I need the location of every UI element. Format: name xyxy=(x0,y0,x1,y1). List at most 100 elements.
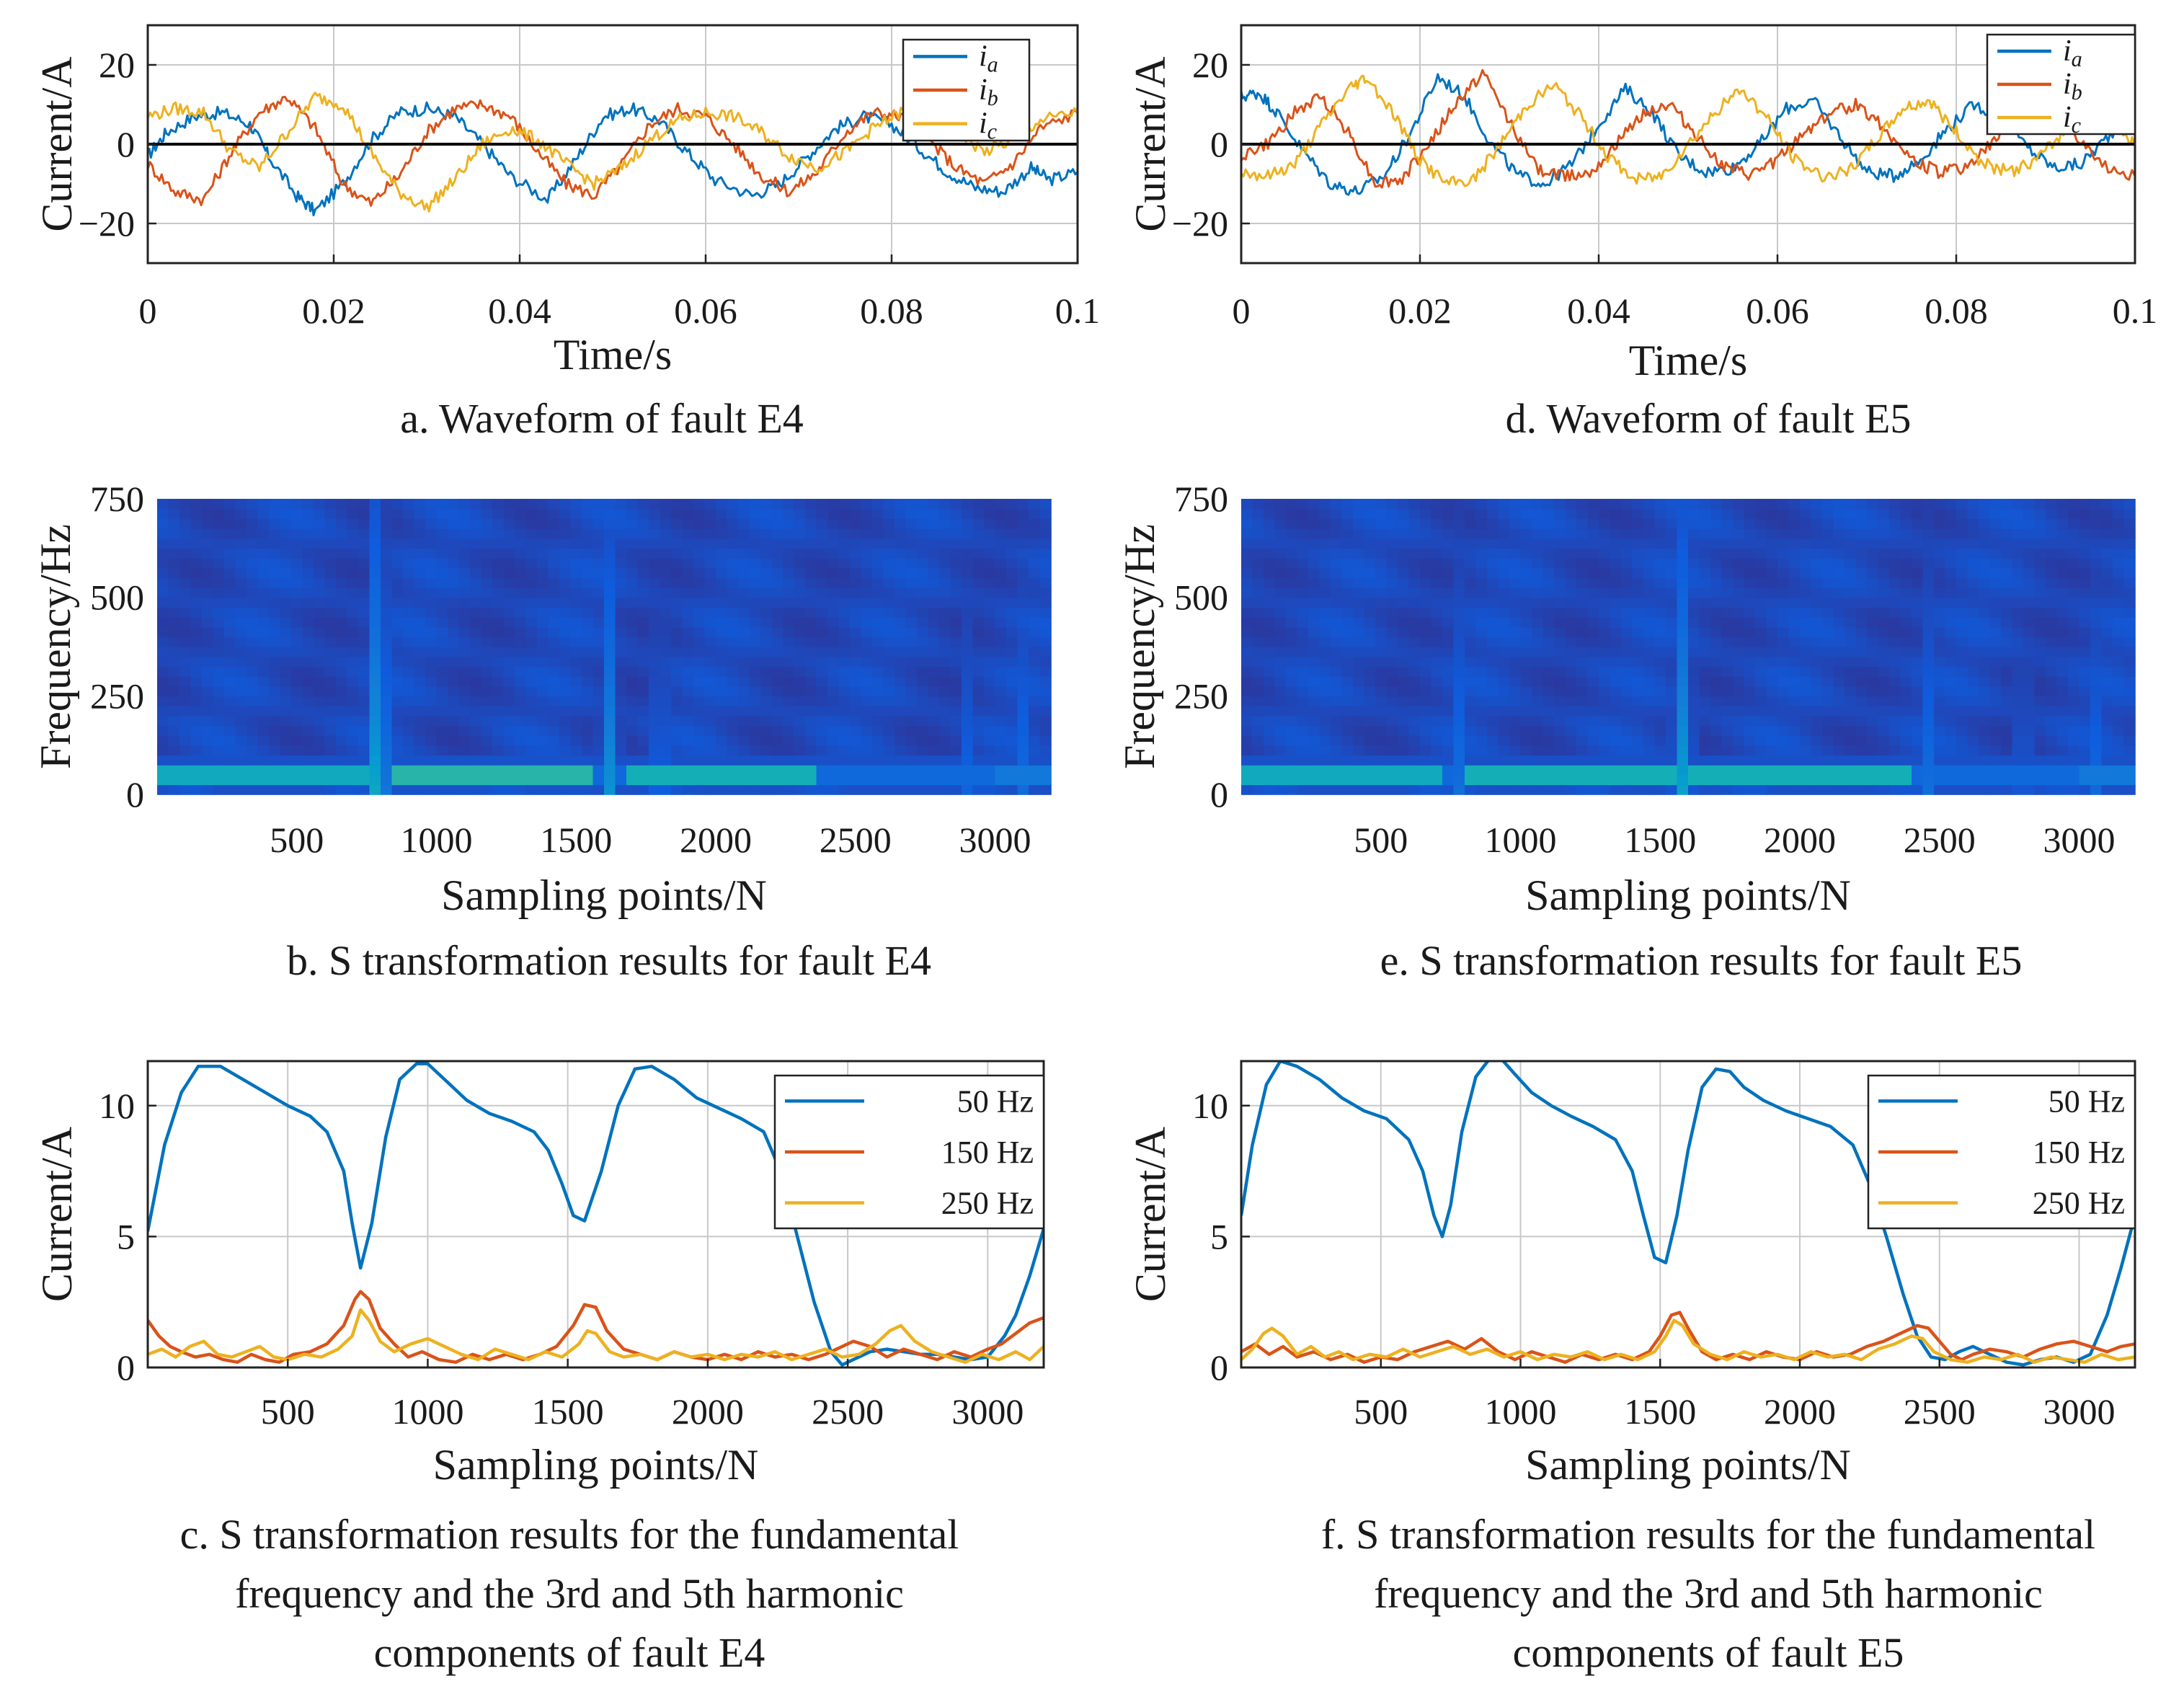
y-tick-label: 0 xyxy=(126,774,144,815)
x-tick-label: 500 xyxy=(270,820,324,860)
x-tick-label: 2500 xyxy=(1904,1391,1976,1432)
chart-d: 0 0.02 0.04 0.06 0.08 0.1 −20 0 20 Time/s Current/… xyxy=(1127,24,2158,442)
legend-label: ia xyxy=(2063,35,2082,71)
legend-label: 50 Hz xyxy=(2048,1083,2125,1119)
x-axis-label: Sampling points/N xyxy=(1525,872,1851,919)
y-tick-label: 0 xyxy=(1210,1347,1228,1388)
chart-b: 500 1000 1500 2000 2500 3000 0 250 500 750 Samplin… xyxy=(32,479,1052,984)
x-tick-label: 500 xyxy=(1354,1391,1408,1432)
chart-a: 0 0.02 0.04 0.06 0.08 0.1 −20 0 20 Time/s Current/… xyxy=(33,24,1101,442)
heatmap-cells xyxy=(157,499,1052,795)
x-axis-label: Sampling points/N xyxy=(1525,1441,1851,1489)
y-tick-label: 20 xyxy=(1192,45,1228,85)
y-tick-label: 0 xyxy=(1210,124,1228,164)
y-axis-label: Frequency/Hz xyxy=(1116,524,1163,769)
figure-caption: b. S transformation results for fault E4 xyxy=(287,937,931,984)
x-tick-label: 0.1 xyxy=(2113,291,2158,331)
y-axis-label: Frequency/Hz xyxy=(32,524,79,769)
x-tick-label: 2000 xyxy=(1764,820,1836,860)
y-tick-label: 5 xyxy=(117,1216,135,1256)
x-tick-label: 1500 xyxy=(532,1391,604,1432)
x-tick-label: 2000 xyxy=(1764,1391,1836,1432)
series-line-250-hz xyxy=(148,1308,1044,1364)
figure-caption: d. Waveform of fault E5 xyxy=(1506,395,1912,442)
y-tick-label: 10 xyxy=(99,1086,135,1126)
x-tick-label: 1500 xyxy=(540,820,612,860)
x-tick-label: 3000 xyxy=(951,1391,1024,1432)
legend-label: 50 Hz xyxy=(957,1083,1034,1119)
x-axis-label: Time/s xyxy=(554,331,672,378)
figure-caption: a. Waveform of fault E4 xyxy=(400,395,804,442)
heatmap-cells xyxy=(1241,499,2136,795)
x-axis-label: Sampling points/N xyxy=(441,872,767,919)
y-axis-label: Current/A xyxy=(33,1127,81,1302)
x-tick-label: 0.06 xyxy=(674,291,737,331)
x-tick-label: 0.08 xyxy=(1925,291,1988,331)
series-line-ia xyxy=(148,101,1078,217)
figure-caption-line: components of fault E4 xyxy=(374,1629,765,1676)
legend: 50 Hz 150 Hz 250 Hz xyxy=(773,1074,1045,1230)
legend-label: 150 Hz xyxy=(941,1135,1034,1170)
x-axis-label: Sampling points/N xyxy=(433,1441,759,1489)
x-tick-label: 0.02 xyxy=(302,291,365,331)
series-line-ic xyxy=(1241,74,2135,187)
series-line-250-hz xyxy=(1241,1318,2135,1364)
y-tick-label: −20 xyxy=(1172,203,1228,244)
x-tick-label: 500 xyxy=(261,1391,315,1432)
y-tick-label: 250 xyxy=(1174,675,1228,716)
chart-e: 500 1000 1500 2000 2500 3000 0 250 500 750 Samplin… xyxy=(1116,479,2136,984)
x-tick-label: 0.08 xyxy=(860,291,923,331)
x-tick-label: 2500 xyxy=(812,1391,884,1432)
figure-caption-line: components of fault E5 xyxy=(1513,1629,1904,1676)
x-tick-label: 0.06 xyxy=(1746,291,1809,331)
legend-label: 150 Hz xyxy=(2033,1135,2125,1170)
x-tick-label: 0.04 xyxy=(1567,291,1630,331)
y-tick-label: 0 xyxy=(117,1347,135,1388)
y-tick-label: 0 xyxy=(1210,774,1228,815)
x-tick-label: 1000 xyxy=(1485,1391,1557,1432)
x-tick-label: 1000 xyxy=(401,820,473,860)
x-tick-label: 2500 xyxy=(820,820,892,860)
x-tick-label: 0 xyxy=(139,291,157,331)
x-tick-label: 2000 xyxy=(672,1391,744,1432)
x-tick-label: 3000 xyxy=(959,820,1031,860)
y-axis-label: Current/A xyxy=(1127,56,1174,231)
x-tick-label: 1500 xyxy=(1624,1391,1696,1432)
figure-caption-line: f. S transformation results for the fund… xyxy=(1321,1511,2095,1558)
y-axis-label: Current/A xyxy=(33,56,81,231)
legend-label: 250 Hz xyxy=(941,1186,1034,1221)
x-tick-label: 2000 xyxy=(680,820,752,860)
x-tick-label: 1500 xyxy=(1624,820,1696,860)
y-tick-label: 250 xyxy=(90,675,144,716)
series-line-150-hz xyxy=(1241,1311,2135,1364)
y-tick-label: 10 xyxy=(1192,1086,1228,1126)
figure-caption-line: c. S transformation results for the fund… xyxy=(180,1511,959,1558)
chart-c: 500 1000 1500 2000 2500 3000 0 5 10 Sampling poin… xyxy=(33,1060,1045,1676)
legend: 50 Hz 150 Hz 250 Hz xyxy=(1867,1074,2136,1230)
x-tick-label: 0 xyxy=(1233,291,1251,331)
y-tick-label: 5 xyxy=(1210,1216,1228,1256)
series-line-ib xyxy=(1241,68,2135,189)
figure-caption: e. S transformation results for fault E5 xyxy=(1380,937,2023,984)
x-tick-label: 0.02 xyxy=(1388,291,1452,331)
series-line-50-hz xyxy=(148,1062,1044,1367)
y-tick-label: 500 xyxy=(90,577,144,618)
legend-label: 250 Hz xyxy=(2033,1186,2125,1221)
x-tick-label: 2500 xyxy=(1904,820,1976,860)
x-tick-label: 1000 xyxy=(391,1391,463,1432)
chart-f: 500 1000 1500 2000 2500 3000 0 5 10 Sampling poin… xyxy=(1127,1060,2136,1676)
y-tick-label: 20 xyxy=(99,45,135,85)
x-tick-label: 1000 xyxy=(1485,820,1557,860)
y-tick-label: 500 xyxy=(1174,577,1228,618)
x-tick-label: 0.04 xyxy=(488,291,551,331)
x-tick-label: 500 xyxy=(1354,820,1408,860)
figure-caption-line: frequency and the 3rd and 5th harmonic xyxy=(1374,1570,2043,1617)
y-tick-label: 0 xyxy=(117,124,135,164)
figure-caption-line: frequency and the 3rd and 5th harmonic xyxy=(235,1570,904,1617)
series-line-150-hz xyxy=(148,1290,1044,1364)
y-tick-label: 750 xyxy=(1174,479,1228,519)
x-tick-label: 0.1 xyxy=(1055,291,1101,331)
